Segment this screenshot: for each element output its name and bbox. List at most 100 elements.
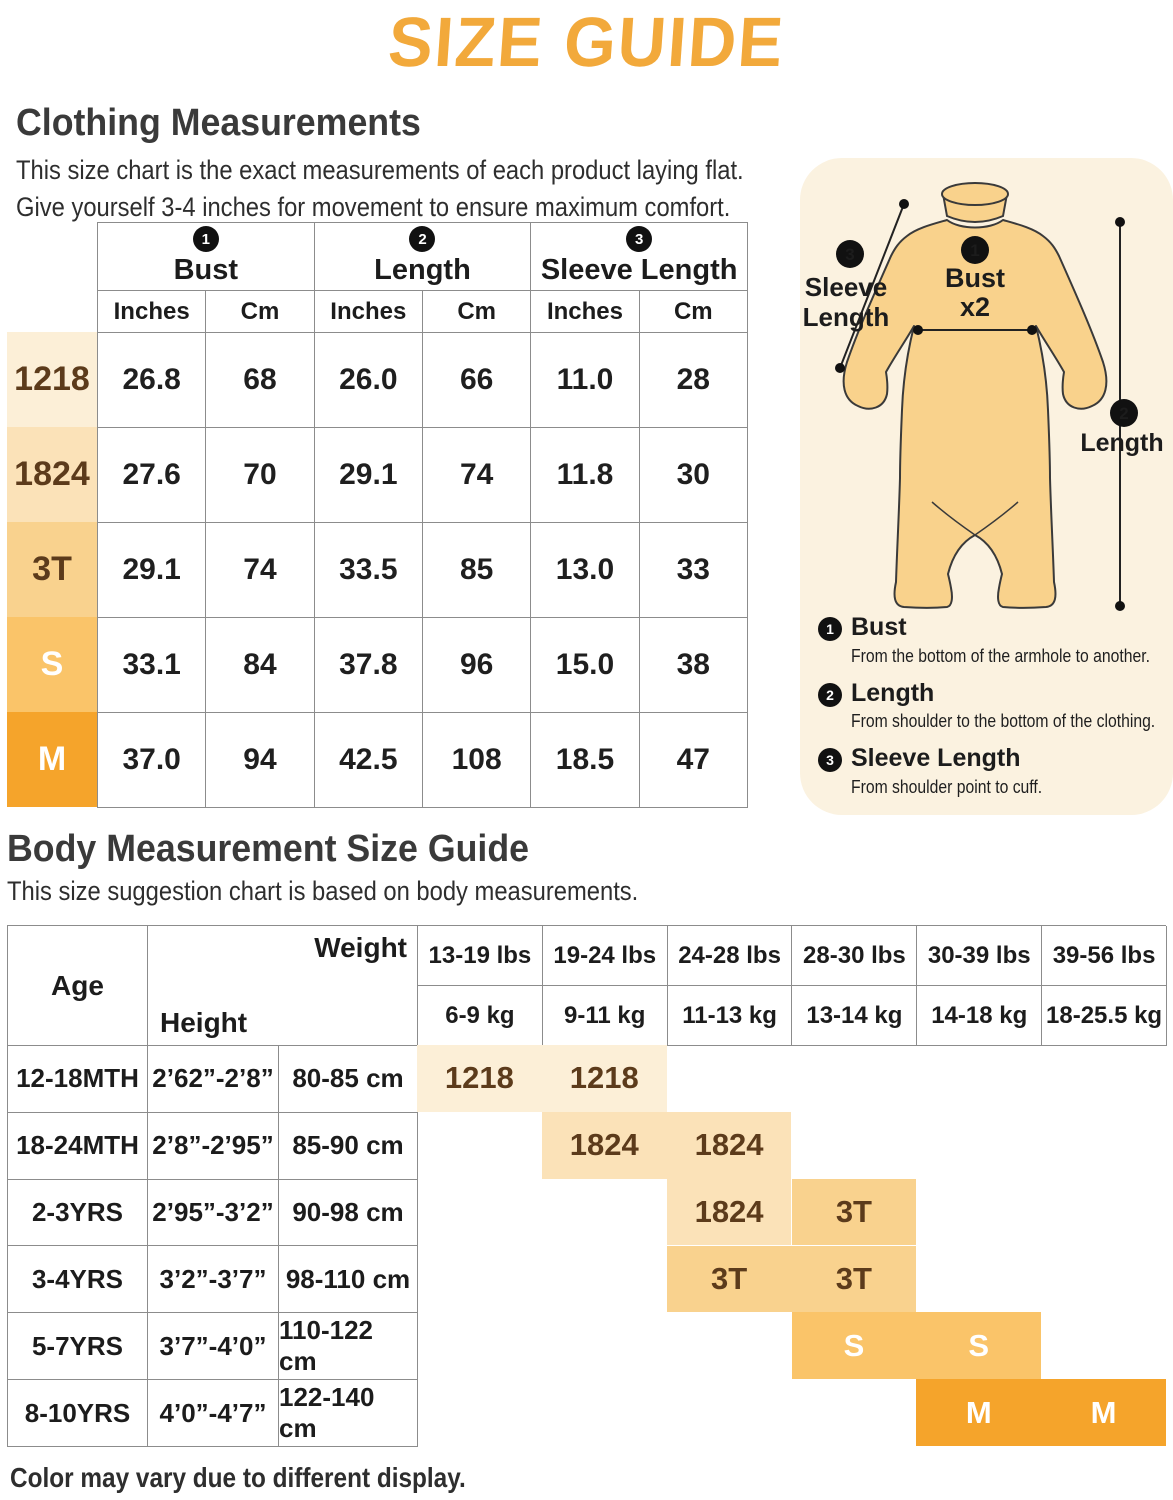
table-cell: 74 xyxy=(206,523,315,618)
clothing-table-grid: 1 Bust 2 Length 3 Sleeve Length Inches C… xyxy=(97,222,748,808)
weight-lbs-header: 30-39 lbs xyxy=(917,926,1043,986)
size-block-label: 1218 xyxy=(569,1060,639,1096)
table-cell: 18.5 xyxy=(531,713,640,808)
marker-1-icon: 1 xyxy=(192,226,219,252)
table-cell: 33.1 xyxy=(98,618,207,713)
size-block-3t-head: 3T xyxy=(791,1178,917,1246)
legend-desc: From shoulder point to cuff. xyxy=(851,775,1043,797)
size-block-label: 3T xyxy=(710,1260,748,1296)
length-measure-dot xyxy=(1115,217,1125,227)
size-block-1824-tail: 1824 xyxy=(666,1178,792,1246)
marker-2-number: 2 xyxy=(1119,404,1128,423)
table-cell: 29.1 xyxy=(314,428,423,523)
age-cell: 12-18MTH xyxy=(8,1046,148,1113)
table-cell: 11.8 xyxy=(531,428,640,523)
bust-diagram-label: Bust xyxy=(945,263,1005,293)
body-measurement-desc: This size suggestion chart is based on b… xyxy=(7,876,639,906)
height-cm-cell: 110-122 cm xyxy=(279,1313,418,1381)
marker-3-icon: 3 xyxy=(818,748,842,772)
table-cell: 28 xyxy=(639,333,748,428)
column-group-label: Bust xyxy=(173,254,239,286)
height-cell: 3’2”-3’7” xyxy=(148,1246,279,1314)
size-block-label: 3T xyxy=(835,1260,872,1296)
body-measurement-heading: Body Measurement Size Guide xyxy=(7,828,530,870)
weight-lbs-header: 24-28 lbs xyxy=(667,926,793,986)
table-cell: 27.6 xyxy=(98,428,207,523)
weight-kg-header: 14-18 kg xyxy=(917,986,1043,1046)
height-cm-cell: 80-85 cm xyxy=(279,1046,418,1113)
legend-name: Length xyxy=(851,678,935,707)
table-cell: 11.0 xyxy=(531,333,640,428)
table-cell: 74 xyxy=(422,428,532,523)
table-cell: 94 xyxy=(206,713,315,808)
size-block-3t: 3T 3T xyxy=(666,1245,917,1313)
column-group-label: Length xyxy=(374,254,471,286)
table-cell: 15.0 xyxy=(531,618,640,713)
legend-item-bust: 1 Bust From the bottom of the armhole to… xyxy=(818,613,1163,667)
marker-3-number: 3 xyxy=(845,245,854,264)
color-disclaimer-note: Color may vary due to different display. xyxy=(10,1462,466,1493)
table-cell: 84 xyxy=(206,618,315,713)
table-cell: 96 xyxy=(422,618,532,713)
weight-kg-header: 6-9 kg xyxy=(418,986,543,1046)
legend-name: Sleeve Length xyxy=(851,744,1021,772)
length-measure-dot xyxy=(1115,601,1125,611)
height-cm-cell: 85-90 cm xyxy=(279,1112,418,1180)
size-label-m: M xyxy=(7,712,97,807)
size-label-1218: 1218 xyxy=(7,332,97,427)
bust-multiplier-label: x2 xyxy=(960,292,990,322)
legend-name: Bust xyxy=(851,613,907,641)
size-label-column: 1218 1824 3T S M xyxy=(7,222,97,808)
clothing-measurements-desc-line1: This size chart is the exact measurement… xyxy=(16,155,744,185)
size-block-label: 1824 xyxy=(569,1127,639,1163)
legend-desc: From the bottom of the armhole to anothe… xyxy=(851,644,1150,666)
bust-measure-dot xyxy=(913,325,923,335)
table-cell: 29.1 xyxy=(98,523,207,618)
weight-header-label: Weight xyxy=(314,932,407,963)
height-cell: 4’0”-4’7” xyxy=(148,1380,279,1447)
height-cm-cell: 122-140 cm xyxy=(279,1380,418,1447)
weight-kg-header: 18-25.5 kg xyxy=(1042,986,1167,1046)
legend-desc: From shoulder to the bottom of the cloth… xyxy=(851,710,1156,731)
weight-lbs-header: 19-24 lbs xyxy=(542,926,668,986)
marker-1-icon: 1 xyxy=(818,617,842,641)
sleeve-measure-line xyxy=(839,203,905,369)
sleeve-diagram-label-2: Length xyxy=(803,302,890,332)
age-header-cell: Age xyxy=(8,926,148,1046)
sleeve-measure-dot xyxy=(899,199,909,209)
table-cell: 30 xyxy=(639,428,748,523)
marker-2-icon xyxy=(1110,399,1138,427)
marker-1-icon xyxy=(961,236,989,264)
marker-2-icon: 2 xyxy=(409,226,436,252)
size-block-label: M xyxy=(1090,1394,1117,1430)
measurement-legend: 1 Bust From the bottom of the armhole to… xyxy=(818,613,1163,811)
height-cell: 3’7”-4’0” xyxy=(148,1313,279,1381)
clothing-measurements-heading: Clothing Measurements xyxy=(16,102,421,144)
weight-kg-header: 9-11 kg xyxy=(542,986,668,1046)
height-cm-cell: 98-110 cm xyxy=(279,1246,418,1314)
bust-measure-dot xyxy=(1027,325,1037,335)
table-cell: 26.8 xyxy=(98,333,207,428)
height-weight-diagonal-cell: Weight Height xyxy=(148,926,418,1046)
unit-header: Inches xyxy=(531,291,640,333)
weight-lbs-header: 28-30 lbs xyxy=(792,926,918,986)
onesie-collar-opening xyxy=(941,182,1009,206)
height-header-label: Height xyxy=(160,1007,248,1038)
measurement-diagram-panel: 1 Bust x2 3 Sleeve Length 2 Length 1 Bus… xyxy=(800,158,1173,815)
column-group-sleeve-length: 3 Sleeve Length xyxy=(531,223,748,291)
size-label-s: S xyxy=(7,617,97,712)
table-cell: 66 xyxy=(422,333,532,428)
table-cell: 37.8 xyxy=(314,618,423,713)
size-block-label: 1218 xyxy=(444,1060,514,1096)
onesie-crotch-seam xyxy=(931,501,1019,536)
height-cell: 2’62”-2’8” xyxy=(148,1046,279,1113)
clothing-measurements-table: 1218 1824 3T S M 1 Bust 2 Length 3 Sleev… xyxy=(7,222,748,808)
size-block-label: M xyxy=(965,1394,992,1430)
height-cell: 2’95”-3’2” xyxy=(148,1179,279,1247)
unit-header: Cm xyxy=(422,291,532,333)
onesie-body-shape xyxy=(842,219,1108,609)
size-label-3t: 3T xyxy=(7,522,97,617)
size-recommendation-matrix: 1218 1218 1824 1824 1824 3T 3T 3T S S xyxy=(417,1045,1167,1446)
table-cell: 37.0 xyxy=(98,713,207,808)
